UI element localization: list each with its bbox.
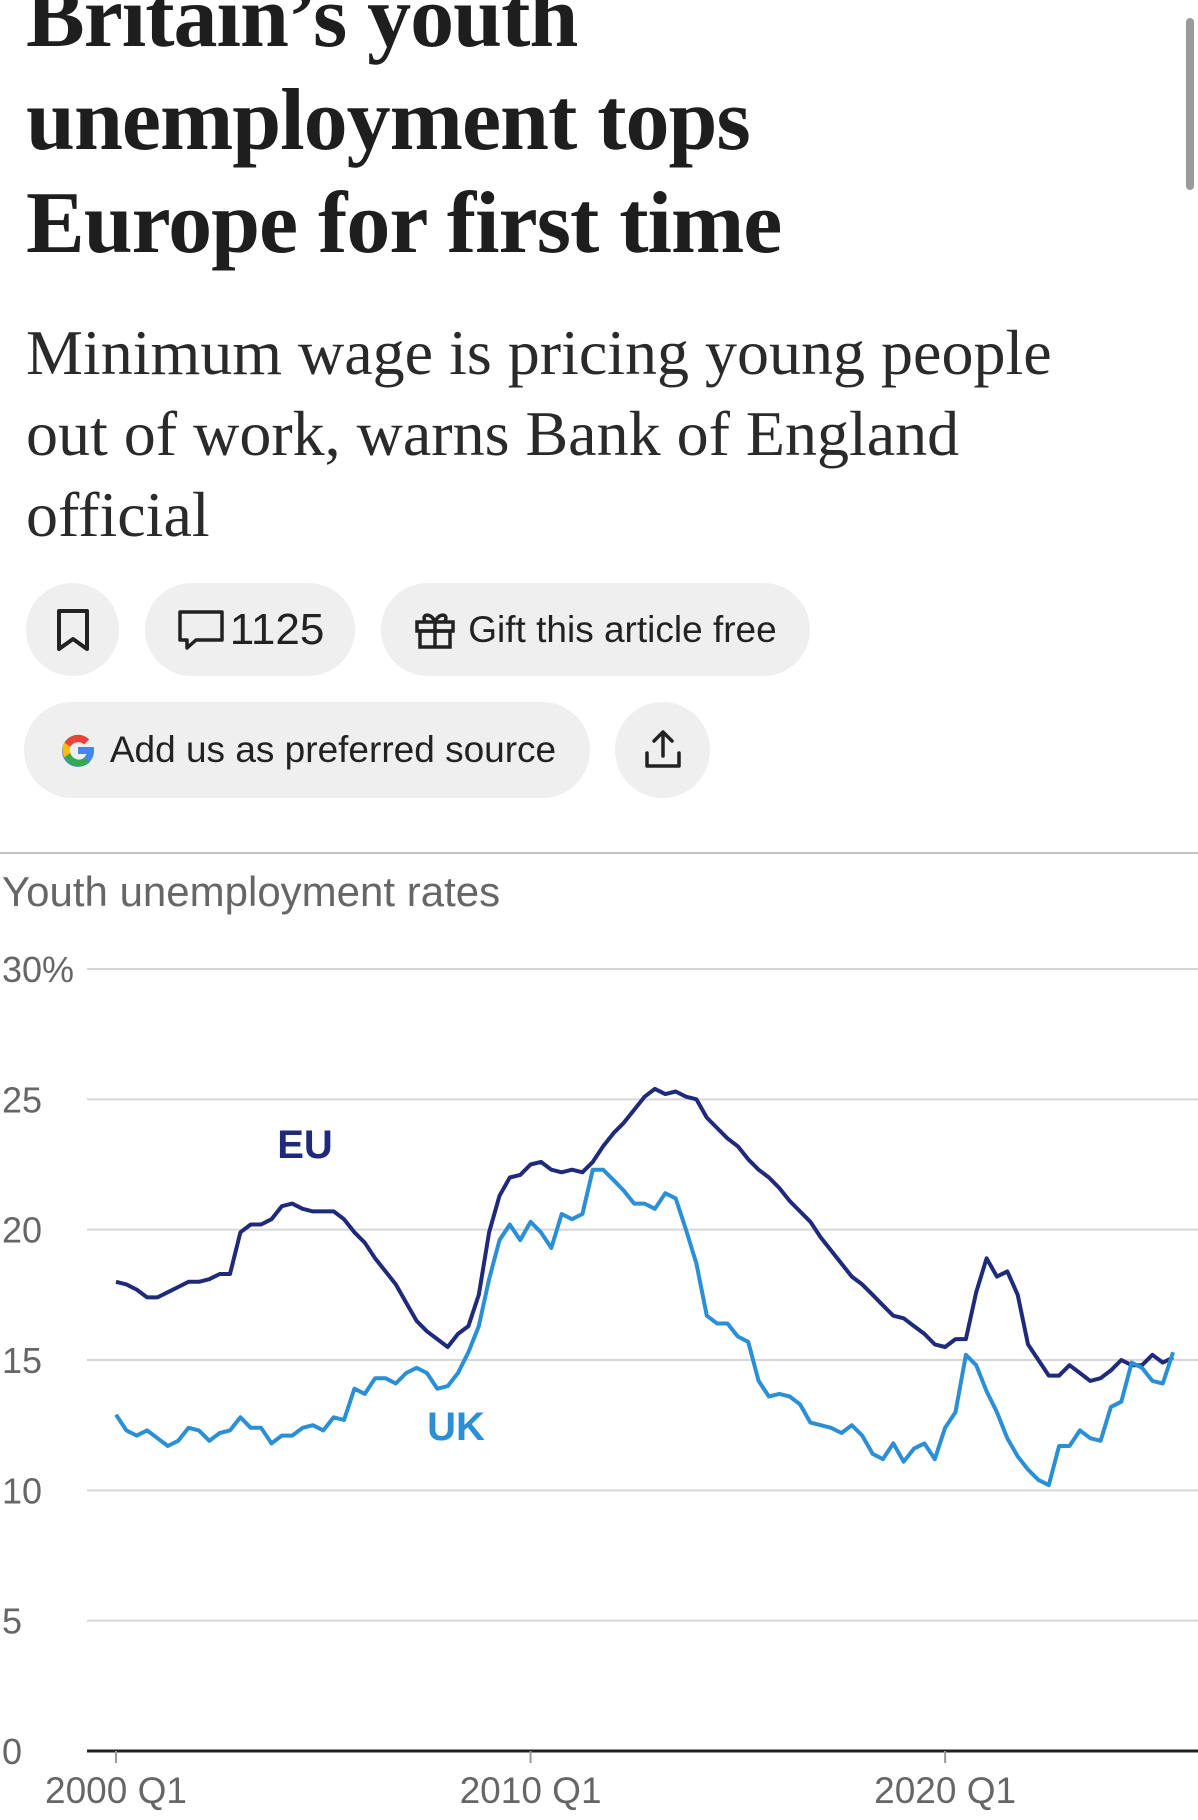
bookmark-button[interactable] (26, 583, 119, 676)
google-icon (61, 734, 94, 767)
divider (0, 852, 1198, 854)
series-line (114, 1167, 1175, 1488)
preferred-source-button[interactable]: Add us as preferred source (24, 702, 590, 798)
gift-icon (415, 612, 456, 649)
x-tick-label: 2010 Q1 (460, 1770, 602, 1811)
y-tick-label: 0 (2, 1731, 22, 1772)
y-tick-label: 10 (2, 1470, 42, 1511)
chart-title: Youth unemployment rates (2, 868, 501, 915)
bookmark-icon (56, 608, 89, 651)
series-line (115, 1086, 1175, 1383)
standfirst: Minimum wage is pricing young people out… (26, 317, 1052, 550)
gift-label: Gift this article free (468, 608, 777, 650)
y-tick-label: 15 (2, 1340, 42, 1381)
x-tick-label: 2020 Q1 (874, 1770, 1016, 1811)
headline: Britain’s youth unemployment tops Europe… (26, 0, 782, 272)
series-label: EU (277, 1123, 333, 1167)
comments-button[interactable]: 1125 (145, 583, 355, 676)
comment-icon (177, 609, 224, 650)
y-tick-label: 25 (2, 1079, 42, 1120)
chart: 0 5 10 15 20 25 30% 2000 Q1 2010 Q1 2020 Q1 EU UK (2, 949, 1198, 1811)
y-tick-label: 30% (2, 949, 74, 990)
x-tick-label: 2000 Q1 (45, 1770, 187, 1811)
series-label: UK (427, 1405, 485, 1449)
preferred-label: Add us as preferred source (109, 729, 557, 770)
scrollbar (1186, 18, 1194, 190)
share-button[interactable] (615, 702, 710, 798)
share-icon (644, 730, 681, 768)
gift-button[interactable]: Gift this article free (381, 583, 810, 676)
comment-count: 1125 (229, 604, 325, 654)
y-tick-label: 20 (2, 1210, 42, 1251)
y-tick-label: 5 (2, 1601, 22, 1642)
